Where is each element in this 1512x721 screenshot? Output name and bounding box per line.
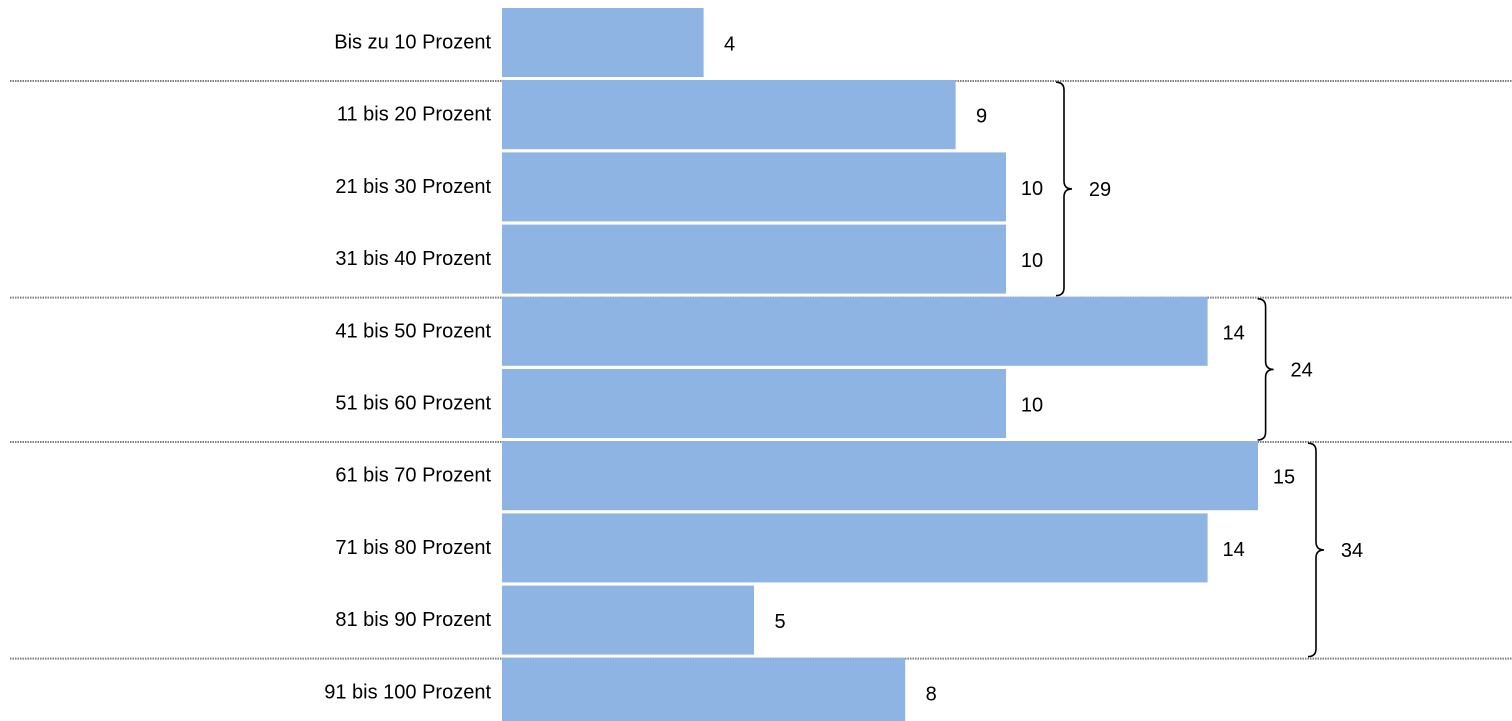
value-labels: 4 9 10 10 14 10 15 14 5 8 <box>724 34 1295 706</box>
bar-3 <box>502 152 1006 222</box>
value-label: 4 <box>724 34 735 56</box>
value-label: 5 <box>774 611 785 633</box>
bar-8 <box>502 513 1208 583</box>
category-label: 61 bis 70 Prozent <box>335 465 491 487</box>
category-label: 21 bis 30 Prozent <box>335 176 491 198</box>
value-label: 10 <box>1021 250 1043 272</box>
bar-9 <box>502 585 754 655</box>
bar-4 <box>502 224 1006 294</box>
group-total-label: 29 <box>1089 179 1111 201</box>
value-label: 10 <box>1021 178 1043 200</box>
value-label: 14 <box>1222 322 1244 344</box>
value-label: 8 <box>926 683 937 705</box>
group-bracket-1 <box>1055 81 1073 297</box>
bar-10 <box>502 657 906 721</box>
group-total-label: 34 <box>1341 540 1363 562</box>
category-label: 71 bis 80 Prozent <box>335 537 491 559</box>
value-label: 9 <box>976 106 987 128</box>
bar-2 <box>502 80 956 150</box>
category-label: 41 bis 50 Prozent <box>335 320 491 342</box>
category-label: 11 bis 20 Prozent <box>337 104 492 126</box>
value-label: 15 <box>1273 467 1295 489</box>
group-bracket-3 <box>1307 442 1325 658</box>
group-total-label: 24 <box>1290 359 1312 381</box>
group-brackets: 29 24 34 <box>1055 81 1363 658</box>
category-label: 51 bis 60 Prozent <box>335 393 491 415</box>
bars <box>502 8 1258 721</box>
group-bracket-2 <box>1257 298 1274 441</box>
bar-7 <box>502 441 1258 511</box>
category-label: 31 bis 40 Prozent <box>335 248 491 270</box>
bar-1 <box>502 8 704 77</box>
category-label: 91 bis 100 Prozent <box>324 681 491 703</box>
bar-5 <box>502 296 1208 366</box>
category-label: Bis zu 10 Prozent <box>334 32 491 54</box>
value-label: 10 <box>1021 395 1043 417</box>
bar-6 <box>502 369 1006 438</box>
value-label: 14 <box>1222 539 1244 561</box>
category-labels: Bis zu 10 Prozent 11 bis 20 Prozent 21 bis… <box>324 32 491 704</box>
category-label: 81 bis 90 Prozent <box>335 609 491 631</box>
